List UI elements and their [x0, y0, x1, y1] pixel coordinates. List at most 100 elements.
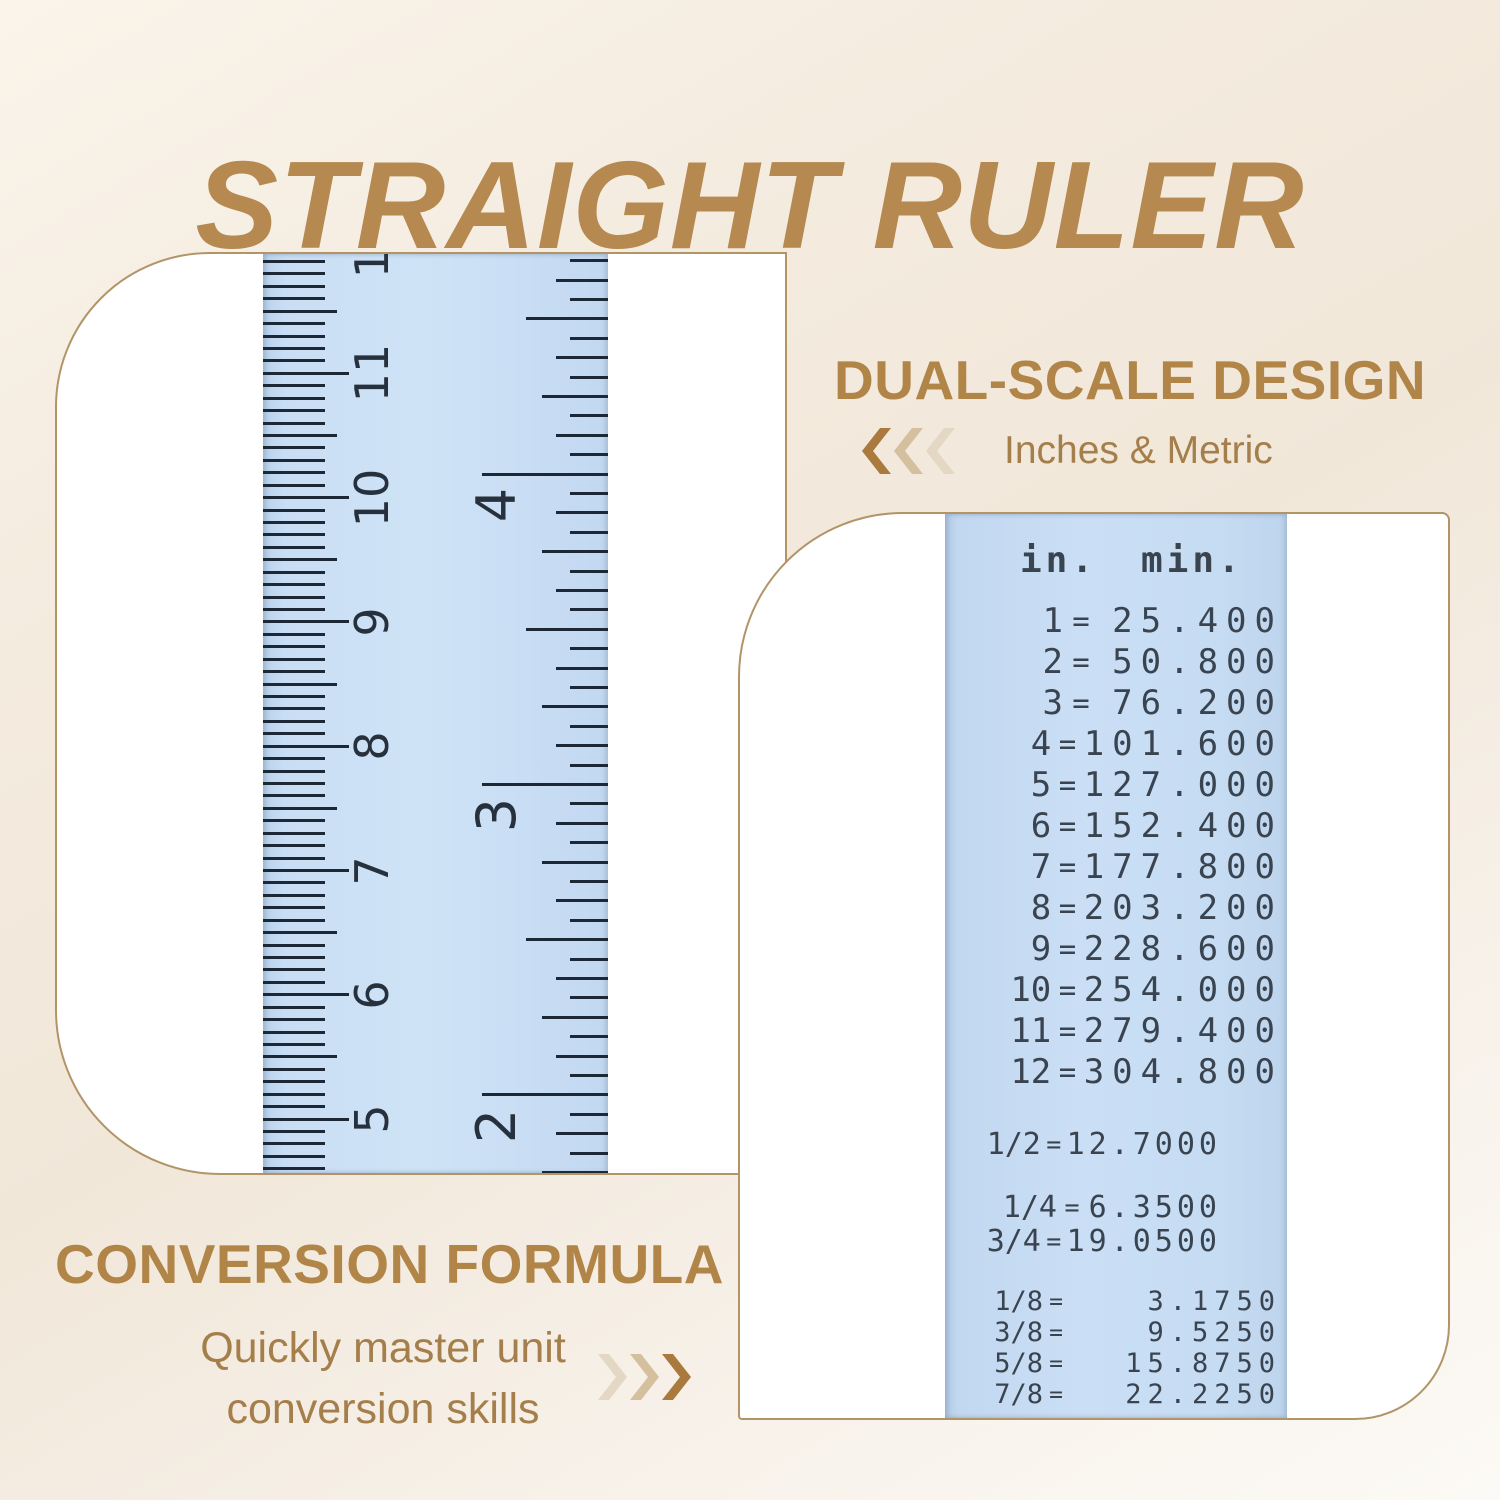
cell-eq: =	[1058, 849, 1077, 884]
cell-val: 177.800	[1083, 846, 1283, 887]
ruler-tick	[556, 1054, 608, 1058]
ruler-cm-number: 11	[345, 344, 399, 403]
cell-eq: =	[1046, 1226, 1062, 1256]
ruler-tick	[263, 670, 325, 674]
chevron-right-icon	[598, 1354, 691, 1400]
cell-val: 3.1750	[1147, 1286, 1281, 1317]
ruler-tick	[526, 317, 608, 321]
table-row: 10 = 254.000	[945, 969, 1287, 1010]
ruler-tick	[263, 893, 325, 897]
cell-in: 2	[1042, 641, 1063, 682]
cell-val: 76.200	[1112, 682, 1283, 723]
ruler-tick	[556, 278, 608, 282]
ruler-tick	[263, 384, 325, 388]
cell-eq: =	[1058, 726, 1077, 761]
table-row: 5 = 127.000	[945, 764, 1287, 805]
cell-in: 8	[1030, 887, 1052, 928]
table-row: 3 = 76.200	[945, 682, 1287, 723]
table-row: 1/8 = 3.1750	[945, 1286, 1287, 1317]
ruler-tick	[570, 1035, 608, 1039]
ruler-tick	[263, 757, 325, 761]
cell-in: 5	[1030, 764, 1052, 805]
conversion-subtitle-line1: Quickly master unit	[200, 1324, 566, 1372]
cell-in: 6	[1030, 805, 1052, 846]
table-row: 4 = 101.600	[945, 723, 1287, 764]
ruler-tick	[570, 957, 608, 961]
ruler-tick	[556, 899, 608, 903]
ruler-tick	[263, 483, 325, 487]
ruler-tick	[263, 806, 337, 810]
cell-eq: =	[1046, 1129, 1062, 1159]
cell-val: 228.600	[1083, 928, 1283, 969]
ruler-tick	[570, 259, 608, 263]
ruler-tick	[263, 520, 325, 524]
ruler-tick	[263, 558, 337, 562]
ruler-tick	[263, 1067, 325, 1071]
cell-in: 5/8	[994, 1348, 1043, 1379]
ruler-inch-number: 2	[465, 1108, 528, 1143]
ruler-tick	[542, 705, 608, 709]
ruler-tick	[570, 685, 608, 689]
table-row: 3/4 = 19.0500	[945, 1224, 1287, 1259]
conversion-table: in. min. 1 = 25.400 2 = 50.800 3 = 76.200 4 = 101.6…	[945, 514, 1287, 1418]
table-section-eighths: 1/8 = 3.1750 3/8 = 9.5250 5/8 = 15.8750 7/8 = 22.22…	[945, 1286, 1287, 1410]
ruler-tick	[570, 763, 608, 767]
table-row: 7/8 = 22.2250	[945, 1379, 1287, 1410]
table-row: 7 = 177.800	[945, 846, 1287, 887]
ruler-tick	[570, 724, 608, 728]
feature-conversion-formula: CONVERSION FORMULA Quickly master unit c…	[55, 1232, 724, 1440]
ruler-tick	[263, 856, 325, 860]
ruler-tick	[570, 879, 608, 883]
ruler-tick	[570, 569, 608, 573]
ruler-tick	[526, 627, 608, 631]
ruler-tick	[542, 1170, 608, 1173]
ruler-tick	[556, 976, 608, 980]
ruler-tick	[263, 694, 325, 698]
ruler-tick	[570, 608, 608, 612]
table-section-quarters: 1/4 = 6.3500 3/4 = 19.0500	[945, 1189, 1287, 1259]
ruler-tick	[263, 918, 325, 922]
table-section-whole: 1 = 25.400 2 = 50.800 3 = 76.200 4 = 101.600 5 = 127.0…	[945, 600, 1287, 1092]
cell-eq: =	[1058, 1013, 1077, 1048]
table-row: 3/8 = 9.5250	[945, 1317, 1287, 1348]
cell-val: 22.2250	[1125, 1379, 1281, 1410]
ruler-tick	[263, 719, 325, 723]
cell-in: 11	[1010, 1010, 1052, 1051]
ruler-tick	[263, 595, 325, 599]
ruler-tick	[263, 1018, 325, 1022]
ruler-tick	[263, 371, 349, 375]
cell-val: 254.000	[1083, 969, 1283, 1010]
cell-in: 7	[1030, 846, 1052, 887]
ruler-inch-number: 3	[465, 798, 528, 833]
ruler-cm-number: 8	[345, 731, 399, 761]
ruler-tick	[556, 744, 608, 748]
ruler-tick	[556, 1132, 608, 1136]
ruler-tick	[526, 938, 608, 942]
ruler-tick	[263, 931, 337, 935]
ruler-tick	[263, 881, 325, 885]
ruler-tick	[542, 394, 608, 398]
ruler-tick	[263, 583, 325, 587]
conversion-table-rows: 1 = 25.400 2 = 50.800 3 = 76.200 4 = 101.600 5 = 127.0…	[945, 600, 1287, 1411]
table-row: 11 = 279.400	[945, 1010, 1287, 1051]
ruler-tick	[263, 645, 325, 649]
ruler-tick	[570, 453, 608, 457]
cell-in: 3/8	[994, 1317, 1043, 1348]
table-header: in. min.	[945, 514, 1287, 581]
ruler-tick	[263, 508, 325, 512]
dual-scale-subrow: Inches & Metric	[862, 428, 1454, 474]
chevron-left-icon	[862, 428, 955, 474]
table-row: 1/4 = 6.3500	[945, 1189, 1287, 1225]
ruler-tick	[556, 511, 608, 515]
cell-eq: =	[1049, 1350, 1063, 1377]
cell-val: 152.400	[1083, 805, 1283, 846]
conversion-subtitle-line2: conversion skills	[226, 1385, 540, 1433]
ruler-tick	[556, 666, 608, 670]
ruler-tick	[263, 272, 325, 276]
ruler-tick	[556, 356, 608, 360]
ruler-tick	[263, 943, 325, 947]
cell-val: 127.000	[1083, 764, 1283, 805]
cell-val: 15.8750	[1125, 1348, 1281, 1379]
cell-val: 6.3500	[1088, 1189, 1221, 1225]
cell-eq: =	[1072, 685, 1090, 720]
